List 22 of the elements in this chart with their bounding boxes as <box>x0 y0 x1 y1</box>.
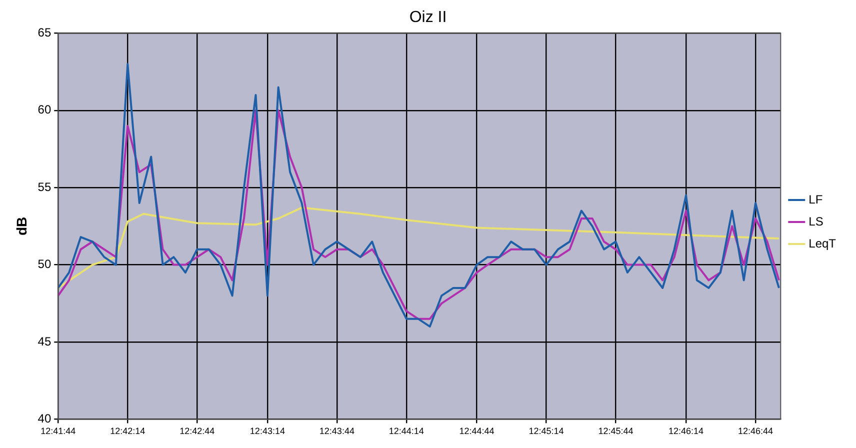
chart-title: Oiz II <box>409 9 447 26</box>
x-tick-label: 12:46:44 <box>738 426 774 436</box>
x-tick-label: 12:42:14 <box>110 426 146 436</box>
x-tick-label: 12:42:44 <box>180 426 215 436</box>
x-tick-label: 12:44:44 <box>459 426 494 436</box>
y-tick-label: 60 <box>38 102 52 117</box>
x-tick-label: 12:41:44 <box>40 426 76 436</box>
legend-label: LF <box>808 192 823 206</box>
x-tick-label: 12:45:14 <box>528 426 564 436</box>
x-tick-label: 12:43:44 <box>319 426 354 436</box>
y-tick-label: 50 <box>38 257 52 272</box>
y-tick-label: 40 <box>38 412 52 426</box>
y-axis-title: dB <box>13 216 30 236</box>
legend-label: LeqT <box>808 236 837 250</box>
y-tick-label: 45 <box>38 334 52 348</box>
y-tick-label: 65 <box>38 26 52 40</box>
y-tick-label: 55 <box>38 180 52 194</box>
x-tick-label: 12:43:14 <box>250 426 285 436</box>
x-tick-label: 12:46:14 <box>668 426 704 436</box>
x-tick-label: 12:44:14 <box>388 426 424 436</box>
x-tick-label: 12:45:44 <box>598 426 634 436</box>
legend-label: LS <box>808 214 824 228</box>
